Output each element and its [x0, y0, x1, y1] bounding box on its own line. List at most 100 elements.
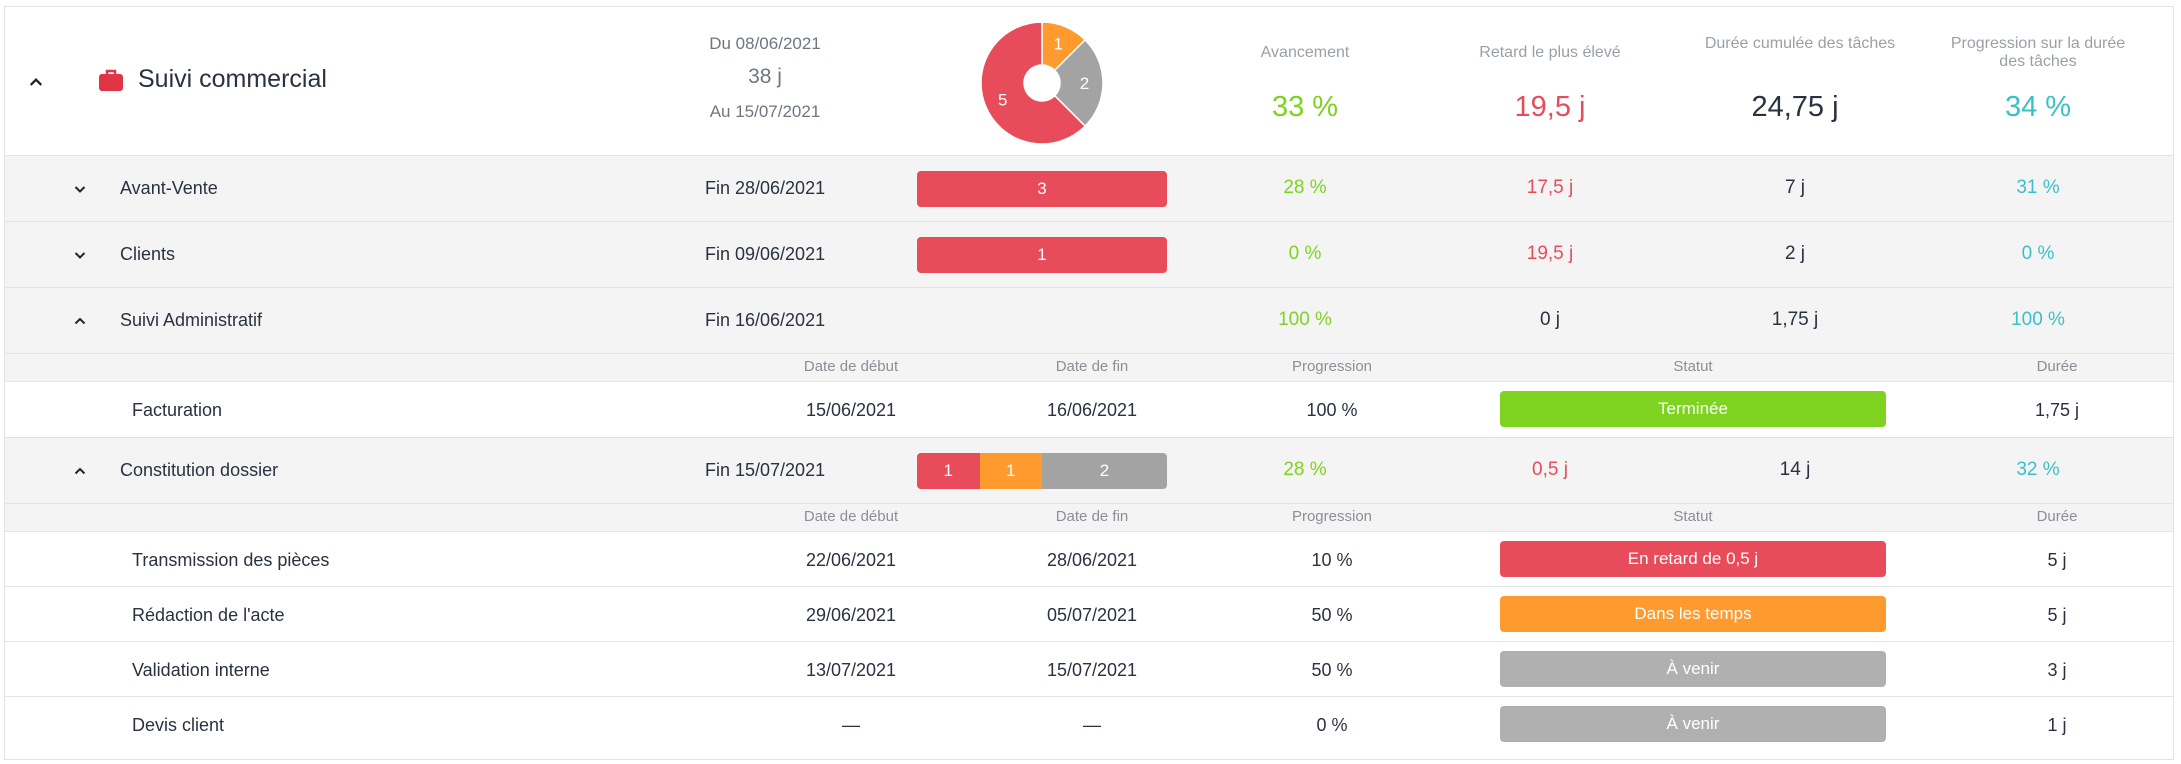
task-name: Devis client: [132, 715, 225, 735]
group-duration-progress: 0 %: [2021, 243, 2055, 264]
col-progress: Progression: [1291, 358, 1373, 375]
task-table-header: Date de début Date de fin Progression St…: [5, 503, 2173, 532]
task-name: Facturation: [132, 400, 223, 420]
task-status-bar: 1: [917, 237, 1167, 273]
task-end-date: 16/06/2021: [1046, 400, 1138, 420]
task-status-bar: 3: [917, 171, 1167, 207]
kpi-value-retard: 19,5 j: [1514, 91, 1586, 123]
group-delay: 17,5 j: [1526, 177, 1574, 198]
task-row[interactable]: Validation interne 13/07/2021 15/07/2021…: [5, 641, 2173, 697]
col-status: Statut: [1673, 508, 1713, 525]
task-progress: 10 %: [1311, 550, 1353, 570]
task-start-date: 22/06/2021: [805, 550, 897, 570]
kpi-value-avancement: 33 %: [1271, 91, 1339, 123]
task-duration: 3 j: [2047, 660, 2067, 680]
bar-segment: 3: [917, 171, 1167, 207]
col-end-date: Date de fin: [1055, 508, 1129, 525]
group-row[interactable]: Avant-Vente Fin 28/06/2021 3 28 % 17,5 j…: [5, 155, 2173, 222]
task-status-badge: En retard de 0,5 j: [1500, 541, 1886, 577]
task-progress: 50 %: [1311, 660, 1353, 680]
collapse-chevron-up-icon[interactable]: [74, 465, 86, 477]
task-duration: 5 j: [2047, 605, 2067, 625]
group-duration: 7 j: [1784, 177, 1806, 198]
start-date: Du 08/06/2021: [709, 34, 821, 53]
group-delay: 0 j: [1539, 309, 1561, 330]
col-duration: Durée: [2036, 358, 2078, 375]
task-table-header: Date de début Date de fin Progression St…: [5, 353, 2173, 382]
task-start-date: 15/06/2021: [805, 400, 897, 420]
task-progress: 50 %: [1311, 605, 1353, 625]
pie-slice: [1053, 38, 1104, 128]
task-row[interactable]: Devis client — — 0 % À venir 1 j: [5, 696, 2173, 752]
col-duration: Durée: [2036, 508, 2078, 525]
task-row[interactable]: Transmission des pièces 22/06/2021 28/06…: [5, 531, 2173, 587]
kpi-label-avancement: Avancement: [1260, 44, 1350, 61]
group-duration-progress: 31 %: [2016, 177, 2060, 198]
group-progress: 28 %: [1283, 177, 1327, 198]
task-status-badge: À venir: [1500, 651, 1886, 687]
group-duration: 1,75 j: [1771, 309, 1819, 330]
collapse-chevron-up-icon[interactable]: [29, 75, 43, 89]
total-duration: 38 j: [748, 65, 782, 88]
task-end-date: 15/07/2021: [1046, 660, 1138, 680]
task-end-date: 05/07/2021: [1046, 605, 1138, 625]
project-card: Suivi commercial Du 08/06/2021 38 j Au 1…: [4, 6, 2174, 760]
task-row[interactable]: Facturation 15/06/2021 16/06/2021 100 % …: [5, 381, 2173, 438]
group-duration: 2 j: [1784, 243, 1806, 264]
bar-segment: 1: [917, 237, 1167, 273]
task-status-badge: Dans les temps: [1500, 596, 1886, 632]
col-progress: Progression: [1291, 508, 1373, 525]
expand-chevron-down-icon[interactable]: [74, 249, 86, 261]
group-name: Constitution dossier: [120, 460, 279, 480]
kpi-label-progression: Progression sur la durée des tâches: [1950, 35, 2126, 70]
kpi-label-duree: Durée cumulée des tâches: [1704, 35, 1896, 52]
project-header: Suivi commercial Du 08/06/2021 38 j Au 1…: [5, 7, 2173, 155]
pie-slice-label: 1: [1054, 35, 1063, 54]
group-progress: 100 %: [1278, 309, 1332, 330]
group-end-date: Fin 09/06/2021: [705, 244, 826, 264]
project-title: Suivi commercial: [138, 65, 327, 93]
group-row[interactable]: Suivi Administratif Fin 16/06/2021 100 %…: [5, 287, 2173, 354]
task-name: Transmission des pièces: [132, 550, 330, 570]
task-start-date: —: [842, 715, 860, 735]
collapse-chevron-up-icon[interactable]: [74, 315, 86, 327]
kpi-value-progression: 34 %: [2004, 91, 2072, 123]
group-progress: 28 %: [1283, 459, 1327, 480]
task-name: Rédaction de l'acte: [132, 605, 285, 625]
col-start-date: Date de début: [803, 508, 899, 525]
task-end-date: —: [1083, 715, 1101, 735]
task-progress: 0 %: [1316, 715, 1348, 735]
group-row[interactable]: Clients Fin 09/06/2021 1 0 % 19,5 j 2 j …: [5, 221, 2173, 288]
group-end-date: Fin 15/07/2021: [705, 460, 826, 480]
task-start-date: 13/07/2021: [805, 660, 897, 680]
group-end-date: Fin 16/06/2021: [705, 310, 826, 330]
pie-slice-label: 5: [998, 90, 1007, 109]
group-progress: 0 %: [1288, 243, 1322, 264]
task-status-badge: À venir: [1500, 706, 1886, 742]
task-duration: 1 j: [2047, 715, 2067, 735]
pie-slice: [980, 21, 1087, 145]
group-duration-progress: 32 %: [2016, 459, 2060, 480]
kpi-value-duree: 24,75 j: [1751, 91, 1839, 123]
group-name: Clients: [120, 244, 176, 264]
group-end-date: Fin 28/06/2021: [705, 178, 826, 198]
bar-segment: 1: [979, 453, 1042, 489]
expand-chevron-down-icon[interactable]: [74, 183, 86, 195]
briefcase-icon: [98, 68, 124, 92]
group-delay: 19,5 j: [1526, 243, 1574, 264]
task-row[interactable]: Rédaction de l'acte 29/06/2021 05/07/202…: [5, 586, 2173, 642]
end-date: Au 15/07/2021: [709, 102, 821, 121]
task-duration: 1,75 j: [2034, 400, 2080, 420]
group-name: Avant-Vente: [120, 178, 218, 198]
task-start-date: 29/06/2021: [805, 605, 897, 625]
group-delay: 0,5 j: [1532, 459, 1568, 480]
col-status: Statut: [1673, 358, 1713, 375]
task-name: Validation interne: [132, 660, 270, 680]
group-duration-progress: 100 %: [2011, 309, 2065, 330]
pie-slice-label: 2: [1080, 74, 1089, 93]
task-duration: 5 j: [2047, 550, 2067, 570]
col-start-date: Date de début: [803, 358, 899, 375]
bar-segment: 1: [917, 453, 980, 489]
task-status-badge: Terminée: [1500, 391, 1886, 427]
